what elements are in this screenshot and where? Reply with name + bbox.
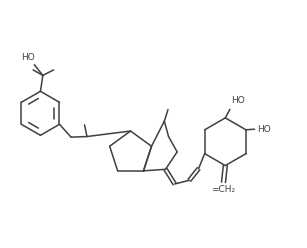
- Text: HO: HO: [231, 96, 245, 105]
- Text: HO: HO: [21, 53, 34, 62]
- Text: HO: HO: [257, 125, 270, 134]
- Text: =CH₂: =CH₂: [211, 185, 235, 194]
